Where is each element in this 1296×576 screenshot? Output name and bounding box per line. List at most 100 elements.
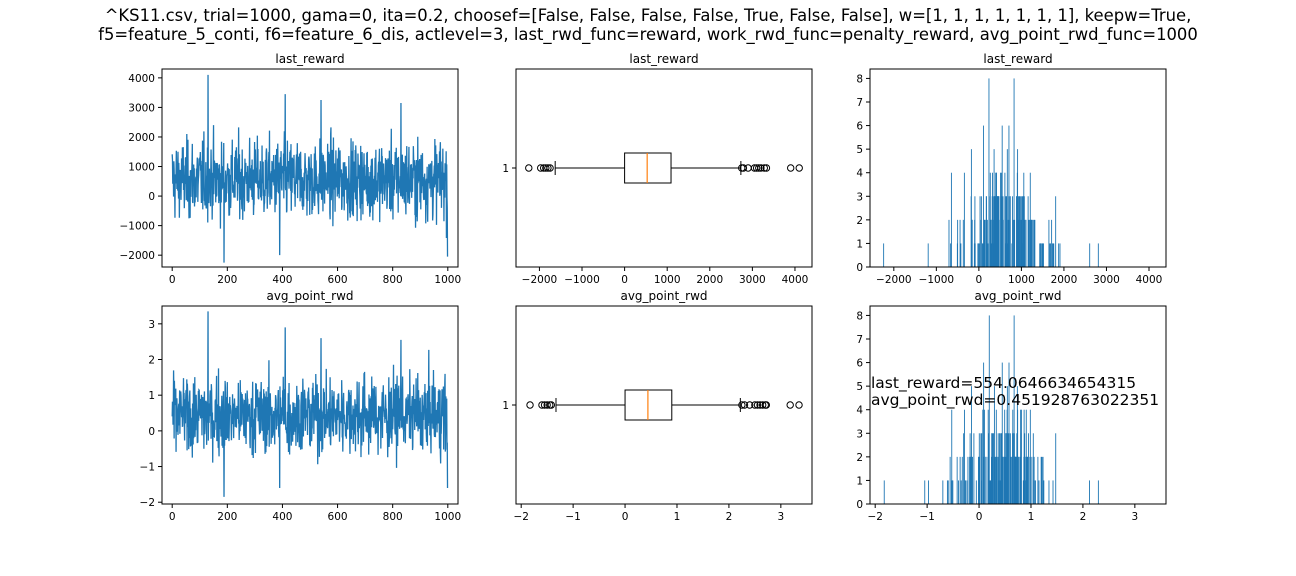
histogram-bar (1025, 409, 1027, 504)
axes-frame (161, 68, 459, 268)
histogram-bar (1007, 243, 1009, 267)
histogram-bar (1032, 433, 1034, 504)
series-line (171, 74, 449, 263)
axes-frame (869, 305, 1167, 505)
x-tick-label: 3 (777, 511, 784, 523)
histogram-bar (989, 480, 991, 504)
flier-point (795, 164, 803, 172)
histogram-bar (883, 243, 885, 267)
histogram-bar (961, 456, 963, 504)
histogram-bar (1021, 196, 1023, 267)
histogram-bar (988, 78, 990, 267)
histogram-bar (1004, 172, 1006, 267)
y-tick-label: 2 (856, 452, 863, 464)
x-tick-label: 2000 (696, 274, 723, 286)
y-tick-label: 1 (856, 238, 863, 250)
histogram-bar (1019, 456, 1021, 504)
x-tick-label: 3000 (739, 274, 766, 286)
y-tick-label: 0 (148, 426, 155, 438)
histogram-bar (970, 149, 972, 267)
histogram-bar (1019, 196, 1020, 267)
flier-point (751, 401, 759, 409)
histogram-bar (972, 456, 973, 504)
flier-point (757, 164, 765, 172)
histogram-bar (1042, 243, 1044, 267)
x-tick-label: 4000 (782, 274, 809, 286)
histogram-bar (1039, 243, 1041, 267)
x-tick-label: 800 (383, 511, 403, 523)
histogram-bar (963, 172, 965, 267)
histogram-bar (1007, 433, 1009, 504)
flier-point (758, 401, 767, 409)
histogram-bar (1001, 362, 1003, 504)
histogram-bar (957, 219, 959, 267)
x-tick-label: 200 (217, 511, 237, 523)
x-tick-label: 0 (976, 274, 983, 286)
histogram-bar (1028, 219, 1030, 267)
histogram-bar (993, 456, 995, 504)
histogram-bar (983, 409, 985, 504)
histogram-bar (1037, 456, 1039, 504)
histogram-bar (946, 480, 948, 504)
plot-data (526, 389, 803, 421)
histogram-bar (1027, 433, 1029, 504)
histogram-bar (1012, 409, 1014, 504)
histogram-bar (1009, 433, 1011, 504)
y-tick-label: −2000 (119, 250, 155, 262)
histogram-bar (949, 456, 951, 504)
y-tick-label: 6 (856, 358, 863, 370)
x-tick-label: 800 (383, 274, 403, 286)
histogram-bar (985, 456, 987, 504)
flier-point (787, 164, 795, 172)
y-tick-label: 8 (856, 310, 863, 322)
histogram-bar (1038, 480, 1040, 504)
x-tick-label: 1 (1028, 511, 1035, 523)
histogram-bar (1029, 456, 1031, 504)
y-tick-label: 1 (502, 163, 509, 175)
histogram-bar (1007, 433, 1009, 504)
histogram-bar (1000, 433, 1002, 504)
x-tick-label: 1000 (1008, 274, 1035, 286)
x-tick-label: 400 (272, 274, 292, 286)
histogram-bar (1053, 243, 1055, 267)
histogram-bar (1008, 433, 1010, 504)
histogram-bar (973, 433, 975, 504)
histogram-bar (998, 219, 1000, 267)
histogram-bar (977, 243, 979, 267)
flier-point (760, 164, 768, 172)
histogram-bar (1048, 219, 1050, 267)
histogram-bar (1052, 243, 1054, 267)
histogram-bar (986, 196, 987, 267)
histogram-bar (1003, 456, 1005, 504)
histogram-bar (1012, 196, 1013, 267)
flier-point (738, 401, 746, 409)
histogram-bar (963, 433, 965, 504)
histogram-bar (927, 243, 929, 267)
panel-title: avg_point_rwd (974, 289, 1061, 303)
histogram-bar (978, 456, 980, 504)
x-tick-label: 3 (1131, 511, 1138, 523)
flier-point (745, 401, 754, 409)
histogram-bar (948, 219, 950, 267)
histogram-bar (1012, 219, 1014, 267)
histogram-bar (1049, 243, 1051, 267)
histogram-bar (1025, 219, 1027, 267)
chart-panel-series-last-reward: last_reward 0 200 400 600 800 1000 −2000 −1000 0 1… (119, 52, 461, 286)
histogram-bar (979, 196, 981, 267)
histogram-bar (995, 456, 997, 504)
histogram-bar (959, 219, 961, 267)
panel-title: last_reward (629, 52, 698, 66)
y-tick-label: −1 (140, 462, 155, 474)
y-tick-label: 2 (856, 215, 863, 227)
histogram-bar (1032, 219, 1034, 267)
x-tick-label: 1000 (434, 511, 461, 523)
histogram-bar (1006, 149, 1008, 267)
panel-title: last_reward (983, 52, 1052, 66)
histogram-bar (1004, 243, 1006, 267)
plot-data (883, 315, 1099, 504)
histogram-bar (1018, 196, 1020, 267)
x-tick-label: 0 (976, 511, 983, 523)
histogram-bar (1027, 196, 1029, 267)
histogram-bar (990, 219, 992, 267)
histogram-bar (1004, 409, 1006, 504)
